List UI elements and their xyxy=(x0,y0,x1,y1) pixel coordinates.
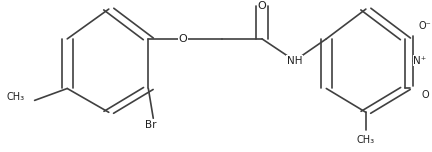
Text: O⁻: O⁻ xyxy=(419,21,432,31)
Text: N⁺: N⁺ xyxy=(413,56,426,66)
Text: Br: Br xyxy=(145,120,156,130)
Text: CH₃: CH₃ xyxy=(357,135,375,145)
Text: O: O xyxy=(178,34,187,44)
Text: O: O xyxy=(257,1,267,11)
Text: CH₃: CH₃ xyxy=(6,92,25,102)
Text: O: O xyxy=(421,90,429,100)
Text: NH: NH xyxy=(287,56,302,66)
